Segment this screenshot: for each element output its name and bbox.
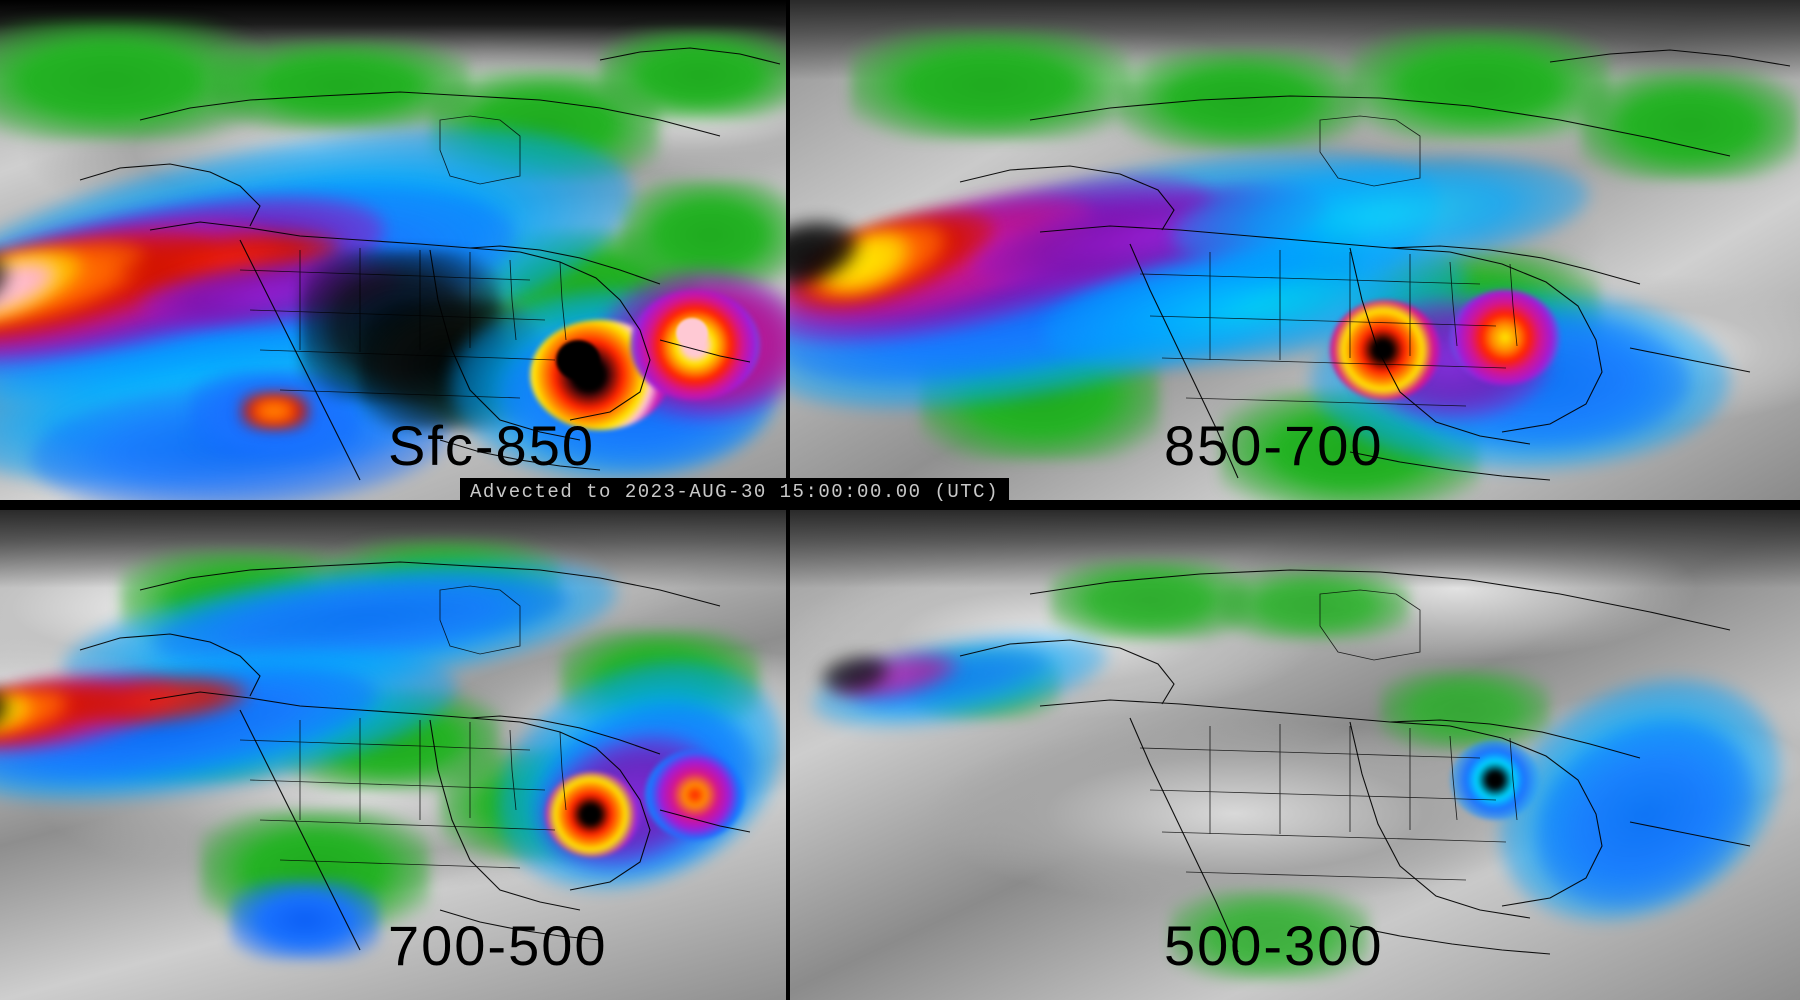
- moisture-region-green: [1380, 670, 1550, 750]
- panel-label-700-500: 700-500: [388, 914, 608, 977]
- panel-850-700[interactable]: 850-700: [790, 0, 1800, 500]
- moisture-region-green: [1120, 50, 1360, 150]
- tropical-cyclone-atlantic: [645, 750, 745, 840]
- moisture-region-green: [1350, 30, 1610, 140]
- moisture-region-green: [600, 30, 786, 120]
- panel-label-500-300: 500-300: [1164, 914, 1384, 977]
- moisture-region-green: [850, 30, 1130, 140]
- timestamp-bar: Advected to 2023-AUG-30 15:00:00.00 (UTC…: [460, 478, 1009, 507]
- panel-sfc-850[interactable]: Sfc-850: [0, 0, 786, 500]
- panel-label-850-700: 850-700: [1164, 414, 1384, 477]
- moisture-region-green: [1580, 70, 1800, 180]
- moisture-region-orange: [252, 398, 296, 424]
- cyclone-eye-atlantic: [676, 318, 708, 348]
- tropical-cyclone-atlantic: [1450, 290, 1560, 385]
- moisture-region-blue: [230, 880, 380, 960]
- tropical-cyclone-atlantic: [1450, 740, 1540, 820]
- panel-500-300[interactable]: 500-300: [790, 510, 1800, 1000]
- cyclone-eye-florida: [556, 340, 600, 380]
- panel-label-sfc-850: Sfc-850: [388, 414, 595, 477]
- moisture-region-green: [1220, 570, 1410, 640]
- tropical-cyclone-florida: [545, 772, 640, 857]
- panel-700-500[interactable]: 700-500: [0, 510, 786, 1000]
- tropical-cyclone-florida: [1330, 300, 1440, 400]
